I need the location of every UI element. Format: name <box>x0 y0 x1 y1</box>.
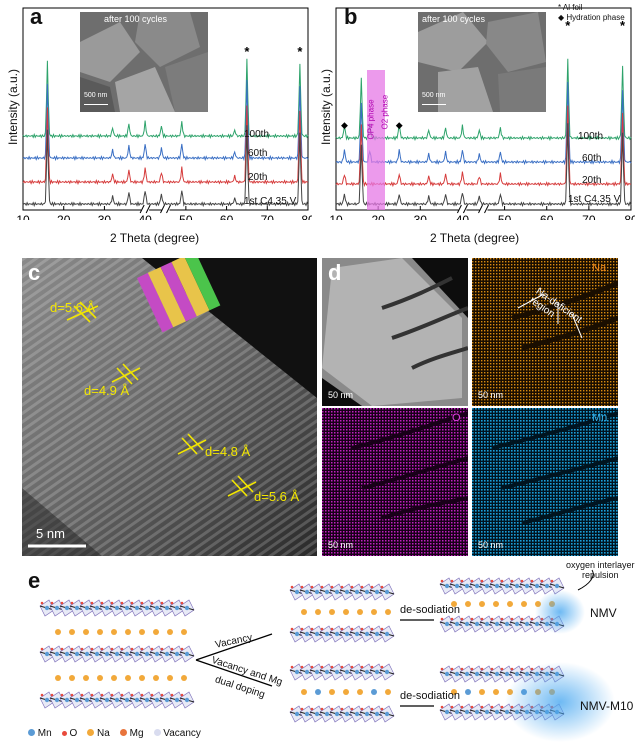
diamond-marker: ◆ <box>341 120 348 130</box>
na-title: Na <box>592 262 607 274</box>
phase-band <box>367 70 385 210</box>
series-60th <box>22 79 309 162</box>
series-100th <box>22 58 309 140</box>
legend-hydration: Hydration phase <box>566 13 625 22</box>
schematic-legend: Mn O Na Mg Vacancy <box>28 728 201 739</box>
o-title: O <box>452 412 461 424</box>
label-100th: 100th <box>244 129 270 140</box>
label-1st-b: 1st C4.35 V <box>568 194 621 205</box>
xtick-80: 80 <box>301 213 312 220</box>
xtick-40: 40 <box>138 213 152 220</box>
label-60th: 60th <box>248 148 268 159</box>
panel-c-tem: c d=5.6 Å d=4.9 Å d=4.8 Å d=5.6 Å 5 nm <box>22 258 317 556</box>
star-marker: * <box>244 44 250 59</box>
sem-crystals <box>80 12 208 112</box>
star-marker: * <box>565 18 571 33</box>
nmvm-label: NMV-M10 <box>580 699 634 713</box>
star-marker: * <box>297 44 303 59</box>
star-marker: * <box>620 18 626 33</box>
xtick-20: 20 <box>371 213 385 220</box>
series-1st-C4.35-V <box>22 125 309 208</box>
o-scale: 50 nm <box>328 540 354 550</box>
xtick-30: 30 <box>98 213 112 220</box>
label-1st: 1st C4.35 V <box>244 196 297 207</box>
xtick-10: 10 <box>330 213 343 220</box>
panel-a-chart: 10 20 30 40 50 60 70 80 * * <box>17 7 312 220</box>
label-20th-b: 20th <box>582 175 602 186</box>
d-spacing-2: d=4.9 Å <box>84 383 130 398</box>
panel-b-xlabel: 2 Theta (degree) <box>430 231 520 245</box>
xtick-30: 30 <box>414 213 428 220</box>
panel-a: a Intensity (a.u.) 10 20 30 40 50 60 70 80 * * 2 … <box>0 0 320 250</box>
label-20th: 20th <box>248 172 268 183</box>
panel-e: e Vacancy Vacancy and Mg dual doping de-… <box>0 560 642 752</box>
panel-b-chart: 10 20 30 40 50 60 70 80 * * ◆ ◆ <box>330 7 635 220</box>
panel-d-label: d <box>328 260 342 285</box>
xtick-60: 60 <box>220 213 234 220</box>
xtick-40: 40 <box>456 213 470 220</box>
panel-d-mn-map: Mn 50 nm <box>472 408 618 556</box>
desod-label-1: de-sodiation <box>400 604 460 616</box>
xtick-70: 70 <box>582 213 596 220</box>
panel-b: b Intensity (a.u.) 10 20 30 40 50 60 70 80 * * ◆ ◆ … <box>319 0 642 250</box>
series-100th <box>335 58 632 142</box>
sem-crystals-b <box>418 12 546 112</box>
label-60th-b: 60th <box>582 153 602 164</box>
panel-a-sem-inset: after 100 cycles 500 nm <box>80 12 208 112</box>
desod-label-2: de-sodiation <box>400 690 460 702</box>
panel-b-label: b <box>344 4 358 29</box>
phase-op4: OP4 phase <box>366 99 376 140</box>
tem-lattice <box>22 258 317 556</box>
series-20th <box>22 105 309 186</box>
inset-caption: after 100 cycles <box>104 14 168 24</box>
repulsion-label-1: oxygen interlayer <box>566 560 635 570</box>
xtick-10: 10 <box>17 213 30 220</box>
series-60th <box>335 81 632 166</box>
haadf-scale: 50 nm <box>328 390 354 400</box>
xtick-50: 50 <box>498 213 512 220</box>
inset-caption-b: after 100 cycles <box>422 14 486 24</box>
panel-d-haadf: d 50 nm <box>322 258 468 406</box>
panel-d-na-map: Na Na-deficient region 50 nm <box>472 258 618 406</box>
label-100th-b: 100th <box>578 131 604 142</box>
na-scale: 50 nm <box>478 390 504 400</box>
repulsion-label-2: repulsion <box>582 570 619 580</box>
inset-scale: 500 nm <box>84 92 108 99</box>
panel-d-o-map: O 50 nm <box>322 408 468 556</box>
panel-c-label: c <box>28 260 41 285</box>
d-spacing-4: d=5.6 Å <box>254 489 300 504</box>
inset-scale-b: 500 nm <box>422 92 446 99</box>
d-spacing-3: d=4.8 Å <box>205 444 251 459</box>
xtick-80: 80 <box>624 213 635 220</box>
d-markers <box>28 301 257 548</box>
diamond-marker: ◆ <box>396 120 403 130</box>
phase-o2: O2 phase <box>380 94 390 130</box>
series-20th <box>335 105 632 188</box>
d-spacing-1: d=5.6 Å <box>50 300 96 315</box>
panel-b-sem-inset: after 100 cycles 500 nm <box>418 12 546 112</box>
tem-scale: 5 nm <box>36 526 65 541</box>
panel-e-label: e <box>28 568 41 593</box>
panel-a-label: a <box>30 4 43 29</box>
mn-title: Mn <box>592 412 608 424</box>
xtick-70: 70 <box>261 213 275 220</box>
xtick-60: 60 <box>540 213 554 220</box>
legend-b: * Al foil ◆ Hydration phase <box>558 3 625 22</box>
schematic <box>39 569 615 742</box>
xtick-50: 50 <box>179 213 193 220</box>
mn-scale: 50 nm <box>478 540 504 550</box>
nmv-label: NMV <box>590 606 617 620</box>
xtick-20: 20 <box>57 213 71 220</box>
panel-a-xlabel: 2 Theta (degree) <box>110 231 200 245</box>
legend-al-foil: Al foil <box>562 3 583 12</box>
series-1st-C4.35-V <box>335 123 632 208</box>
